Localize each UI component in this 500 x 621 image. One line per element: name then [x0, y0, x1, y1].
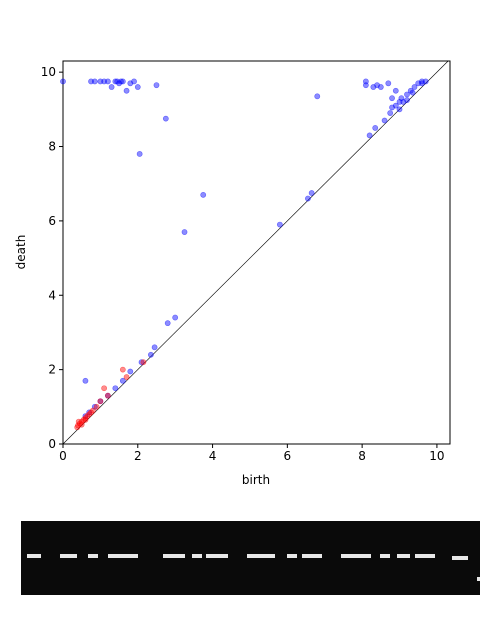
point: [404, 97, 410, 103]
point: [123, 374, 130, 380]
image-streaks: [27, 554, 480, 581]
x-tick-label: 10: [429, 449, 444, 463]
point: [134, 84, 141, 90]
point: [112, 385, 119, 392]
point: [90, 407, 96, 414]
streak: [88, 554, 98, 558]
y-tick-label: 10: [41, 65, 56, 79]
streak: [302, 554, 322, 558]
point: [164, 320, 171, 327]
point: [82, 416, 89, 423]
point: [396, 106, 403, 113]
x-axis-label: birth: [242, 473, 270, 487]
point: [381, 117, 388, 124]
point: [140, 359, 147, 366]
point: [147, 351, 154, 358]
point: [422, 78, 429, 85]
point: [387, 110, 394, 116]
streak: [341, 554, 371, 558]
point: [74, 424, 81, 431]
x-tick-label: 2: [134, 449, 142, 463]
point: [104, 392, 111, 399]
streak: [163, 554, 185, 558]
point: [75, 418, 82, 425]
point: [392, 87, 399, 94]
point: [78, 421, 85, 428]
point: [101, 385, 108, 392]
x-tick-label: 8: [358, 449, 366, 463]
point: [118, 78, 124, 85]
point: [366, 132, 373, 139]
point: [60, 78, 66, 85]
y-axis-label: death: [14, 235, 28, 270]
streak: [397, 554, 410, 558]
point: [389, 104, 395, 111]
point: [374, 82, 380, 89]
streak: [60, 554, 77, 558]
point: [151, 344, 158, 351]
streak: [247, 554, 275, 558]
point: [385, 80, 392, 87]
point: [91, 78, 98, 85]
streak: [206, 554, 228, 558]
streak: [192, 554, 202, 558]
point: [104, 78, 111, 85]
y-tick-label: 8: [48, 140, 56, 154]
point: [276, 221, 283, 228]
y-tick-label: 0: [48, 437, 56, 451]
point: [308, 190, 315, 196]
point: [119, 377, 126, 384]
point: [119, 78, 126, 85]
streak: [27, 554, 41, 558]
point: [372, 125, 379, 131]
point: [172, 314, 179, 321]
point: [389, 95, 395, 102]
point: [398, 95, 405, 102]
point: [200, 191, 207, 198]
point: [305, 195, 311, 202]
point: [108, 84, 115, 90]
streak: [287, 554, 297, 558]
point: [181, 229, 188, 235]
streak: [452, 556, 468, 560]
plot-frame: [62, 60, 451, 445]
point: [97, 398, 104, 405]
y-tick-label: 6: [48, 214, 56, 228]
streak: [477, 577, 480, 581]
x-tick-label: 4: [209, 449, 217, 463]
x-tick-label: 0: [59, 449, 67, 463]
point: [409, 89, 416, 96]
point: [362, 78, 369, 85]
point: [131, 78, 137, 85]
diagonal: [62, 60, 449, 445]
streak: [380, 554, 390, 558]
point: [136, 151, 143, 157]
point: [127, 368, 134, 375]
image-strip: [21, 521, 480, 595]
streak: [415, 554, 435, 558]
point: [153, 82, 160, 89]
streak: [108, 554, 138, 558]
point: [123, 87, 130, 94]
point: [411, 84, 418, 90]
y-tick-label: 4: [48, 288, 56, 302]
point: [119, 366, 126, 373]
point: [404, 91, 410, 98]
y-tick-label: 2: [48, 363, 56, 377]
point: [82, 377, 89, 384]
point: [162, 115, 169, 122]
point: [314, 93, 321, 100]
x-tick-label: 6: [284, 449, 292, 463]
point: [93, 403, 100, 410]
point: [138, 359, 145, 366]
